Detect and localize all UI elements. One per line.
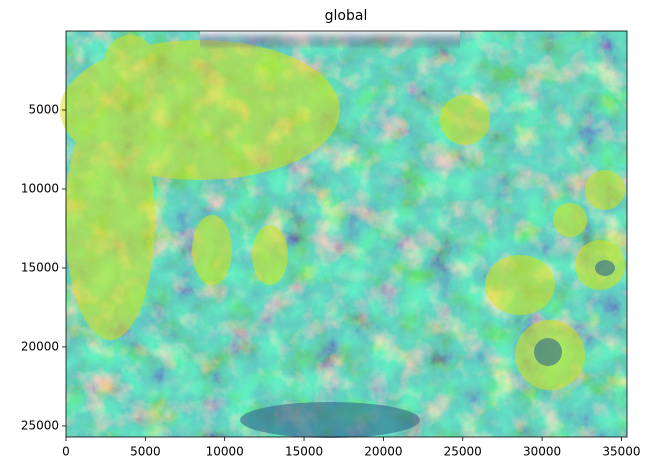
y-tick-label: 15000 — [21, 260, 59, 274]
axes-frame — [65, 30, 628, 438]
x-tick-label: 20000 — [364, 445, 402, 459]
x-tick-label: 15000 — [285, 445, 323, 459]
image-edge — [200, 31, 460, 49]
x-tick-label: 5000 — [130, 445, 161, 459]
y-tick-label: 10000 — [21, 181, 59, 195]
image — [60, 31, 627, 438]
y-tick-label: 25000 — [21, 418, 59, 432]
y-tick-label: 20000 — [21, 339, 59, 353]
chart-title: global — [325, 8, 368, 24]
x-tick-label: 30000 — [523, 445, 561, 459]
x-tick-label: 10000 — [206, 445, 244, 459]
x-tick-label: 25000 — [444, 445, 482, 459]
y-tick-label: 5000 — [28, 102, 59, 116]
image-dark — [240, 260, 615, 438]
x-tick-label: 35000 — [602, 445, 640, 459]
x-tick-label: 0 — [62, 445, 70, 459]
image-blobs — [60, 35, 625, 390]
